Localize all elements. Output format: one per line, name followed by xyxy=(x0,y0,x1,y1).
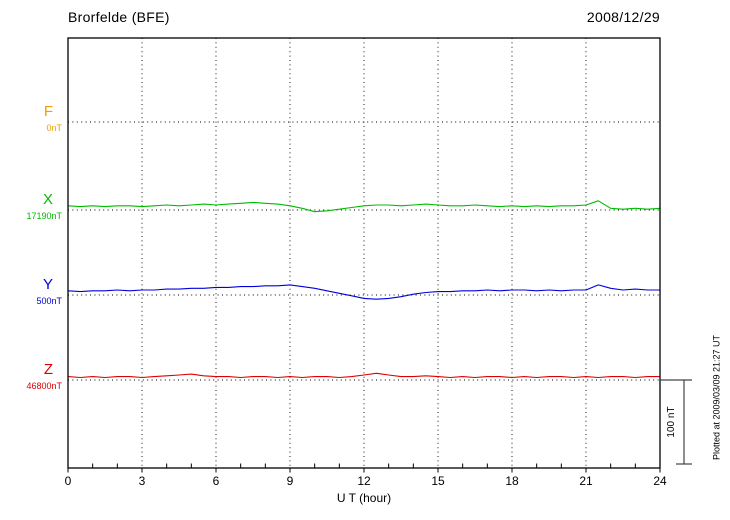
channel-label-F: F 0nT xyxy=(0,104,62,133)
x-tick-label: 21 xyxy=(579,474,593,488)
x-tick-label: 24 xyxy=(653,474,667,488)
trace-X xyxy=(67,200,661,213)
channel-name-Y: Y xyxy=(42,276,53,293)
channel-name-X: X xyxy=(42,191,53,208)
channel-baseline-Z: 46800nT xyxy=(26,381,62,391)
channel-baseline-X: 17190nT xyxy=(26,211,62,221)
x-tick-label: 12 xyxy=(357,474,371,488)
x-tick-label: 3 xyxy=(138,474,146,488)
trace-Y xyxy=(67,284,660,300)
axis-ticks xyxy=(67,463,661,473)
channel-label-X: X 17190nT xyxy=(0,192,62,221)
x-tick-label: 6 xyxy=(212,474,220,488)
plot-border xyxy=(67,37,661,469)
channel-label-Y: Y 500nT xyxy=(0,277,62,306)
baseline-dotted-lines xyxy=(68,121,660,381)
x-tick-label: 18 xyxy=(505,474,519,488)
station-title: Brorfelde (BFE) xyxy=(68,9,170,25)
x-tick-label: 0 xyxy=(64,474,72,488)
plot-timestamp-note: Plotted at 2009/03/09 21:27 UT xyxy=(711,334,722,461)
scale-bar-label: 100 nT xyxy=(666,406,677,438)
x-tick-label: 15 xyxy=(431,474,445,488)
x-tick-label: 9 xyxy=(286,474,294,488)
channel-name-F: F xyxy=(43,103,53,120)
gridlines xyxy=(141,38,587,468)
date-label: 2008/12/29 xyxy=(586,9,660,25)
x-axis-title: U T (hour) xyxy=(336,491,392,505)
scale-bar xyxy=(660,379,692,465)
channel-name-Z: Z xyxy=(43,361,53,378)
channel-baseline-Y: 500nT xyxy=(36,296,62,306)
channel-baseline-F: 0nT xyxy=(46,123,62,133)
trace-Z xyxy=(67,372,660,379)
channel-label-Z: Z 46800nT xyxy=(0,362,62,391)
